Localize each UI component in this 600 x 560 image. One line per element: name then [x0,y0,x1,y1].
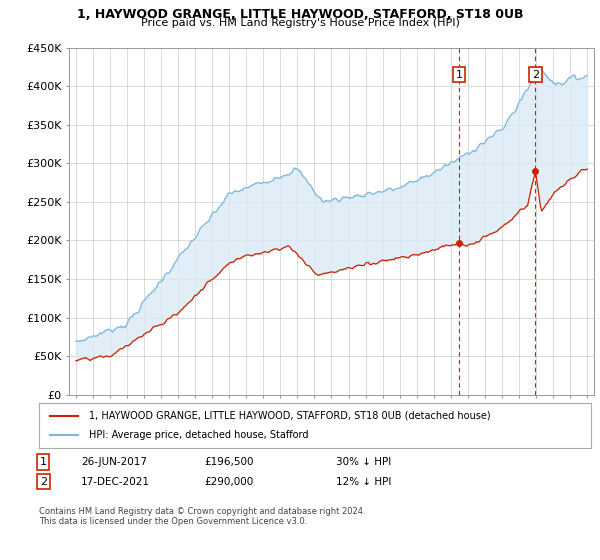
Text: HPI: Average price, detached house, Stafford: HPI: Average price, detached house, Staf… [89,431,308,441]
Text: £196,500: £196,500 [204,457,254,467]
Text: £290,000: £290,000 [204,477,253,487]
Text: Price paid vs. HM Land Registry's House Price Index (HPI): Price paid vs. HM Land Registry's House … [140,18,460,28]
Text: 1: 1 [40,457,47,467]
Text: Contains HM Land Registry data © Crown copyright and database right 2024.
This d: Contains HM Land Registry data © Crown c… [39,507,365,526]
Text: 2: 2 [532,69,539,80]
Text: 17-DEC-2021: 17-DEC-2021 [81,477,150,487]
Text: 2: 2 [40,477,47,487]
Text: 30% ↓ HPI: 30% ↓ HPI [336,457,391,467]
Text: 1, HAYWOOD GRANGE, LITTLE HAYWOOD, STAFFORD, ST18 0UB: 1, HAYWOOD GRANGE, LITTLE HAYWOOD, STAFF… [77,8,523,21]
Text: 1: 1 [455,69,463,80]
Text: 26-JUN-2017: 26-JUN-2017 [81,457,147,467]
Text: 12% ↓ HPI: 12% ↓ HPI [336,477,391,487]
Text: 1, HAYWOOD GRANGE, LITTLE HAYWOOD, STAFFORD, ST18 0UB (detached house): 1, HAYWOOD GRANGE, LITTLE HAYWOOD, STAFF… [89,410,490,421]
